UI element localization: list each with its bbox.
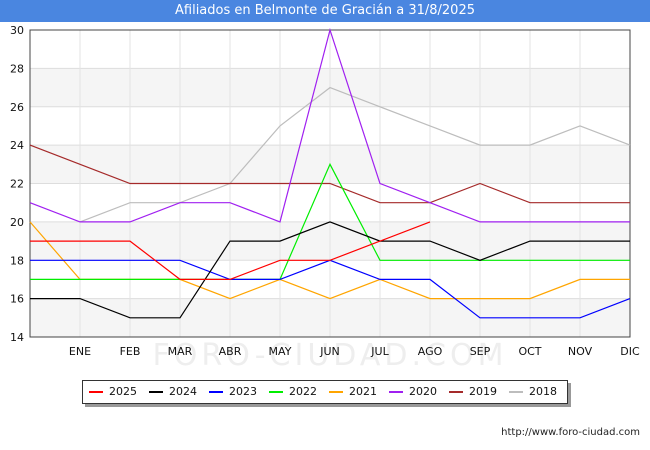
x-tick-label: NOV <box>568 345 593 358</box>
legend-swatch <box>329 391 343 393</box>
source-url[interactable]: http://www.foro-ciudad.com <box>501 427 640 438</box>
y-tick-label: 28 <box>10 62 24 75</box>
x-tick-label: FEB <box>120 345 141 358</box>
series-line-2024 <box>30 221 630 319</box>
series-line-2019 <box>29 144 630 204</box>
legend-label: 2022 <box>289 385 317 398</box>
y-tick-label: 20 <box>10 216 24 229</box>
legend-label: 2021 <box>349 385 377 398</box>
legend-label: 2020 <box>409 385 437 398</box>
y-tick-label: 14 <box>10 331 24 344</box>
legend-swatch <box>449 391 463 393</box>
legend-swatch <box>389 391 403 393</box>
y-tick-label: 24 <box>10 139 24 152</box>
legend-swatch <box>269 391 283 393</box>
legend-swatch <box>509 391 523 393</box>
legend-swatch <box>149 391 163 393</box>
series-line-2018 <box>79 86 631 223</box>
legend-label: 2024 <box>169 385 197 398</box>
y-tick-label: 16 <box>10 293 24 306</box>
x-tick-label: ENE <box>69 345 91 358</box>
legend: 2025 2024 2023 2022 2021 2020 2019 2018 <box>82 380 568 404</box>
x-tick-label: SEP <box>470 345 491 358</box>
watermark: FORO-CIUDAD.COM <box>153 338 508 373</box>
legend-label: 2023 <box>229 385 257 398</box>
x-tick-label: JUN <box>319 345 340 358</box>
legend-label: 2018 <box>529 385 557 398</box>
x-tick-label: OCT <box>518 345 541 358</box>
x-tick-label: MAR <box>168 345 193 358</box>
x-tick-label: DIC <box>620 345 640 358</box>
series-line-2022 <box>30 162 630 280</box>
x-tick-label: AGO <box>418 345 443 358</box>
y-tick-label: 22 <box>10 178 24 191</box>
legend-label: 2025 <box>109 385 137 398</box>
series-line-2025 <box>30 221 431 280</box>
x-tick-label: MAY <box>269 345 292 358</box>
x-tick-label: ABR <box>219 345 242 358</box>
y-tick-label: 18 <box>10 254 24 267</box>
series-line-2020 <box>29 27 630 223</box>
x-tick-label: JUL <box>370 345 389 358</box>
legend-swatch <box>209 391 223 393</box>
y-tick-label: 30 <box>10 24 24 37</box>
y-tick-label: 26 <box>10 101 24 114</box>
legend-swatch <box>89 391 103 393</box>
legend-label: 2019 <box>469 385 497 398</box>
chart-title: Afiliados en Belmonte de Gracián a 31/8/… <box>0 0 650 22</box>
